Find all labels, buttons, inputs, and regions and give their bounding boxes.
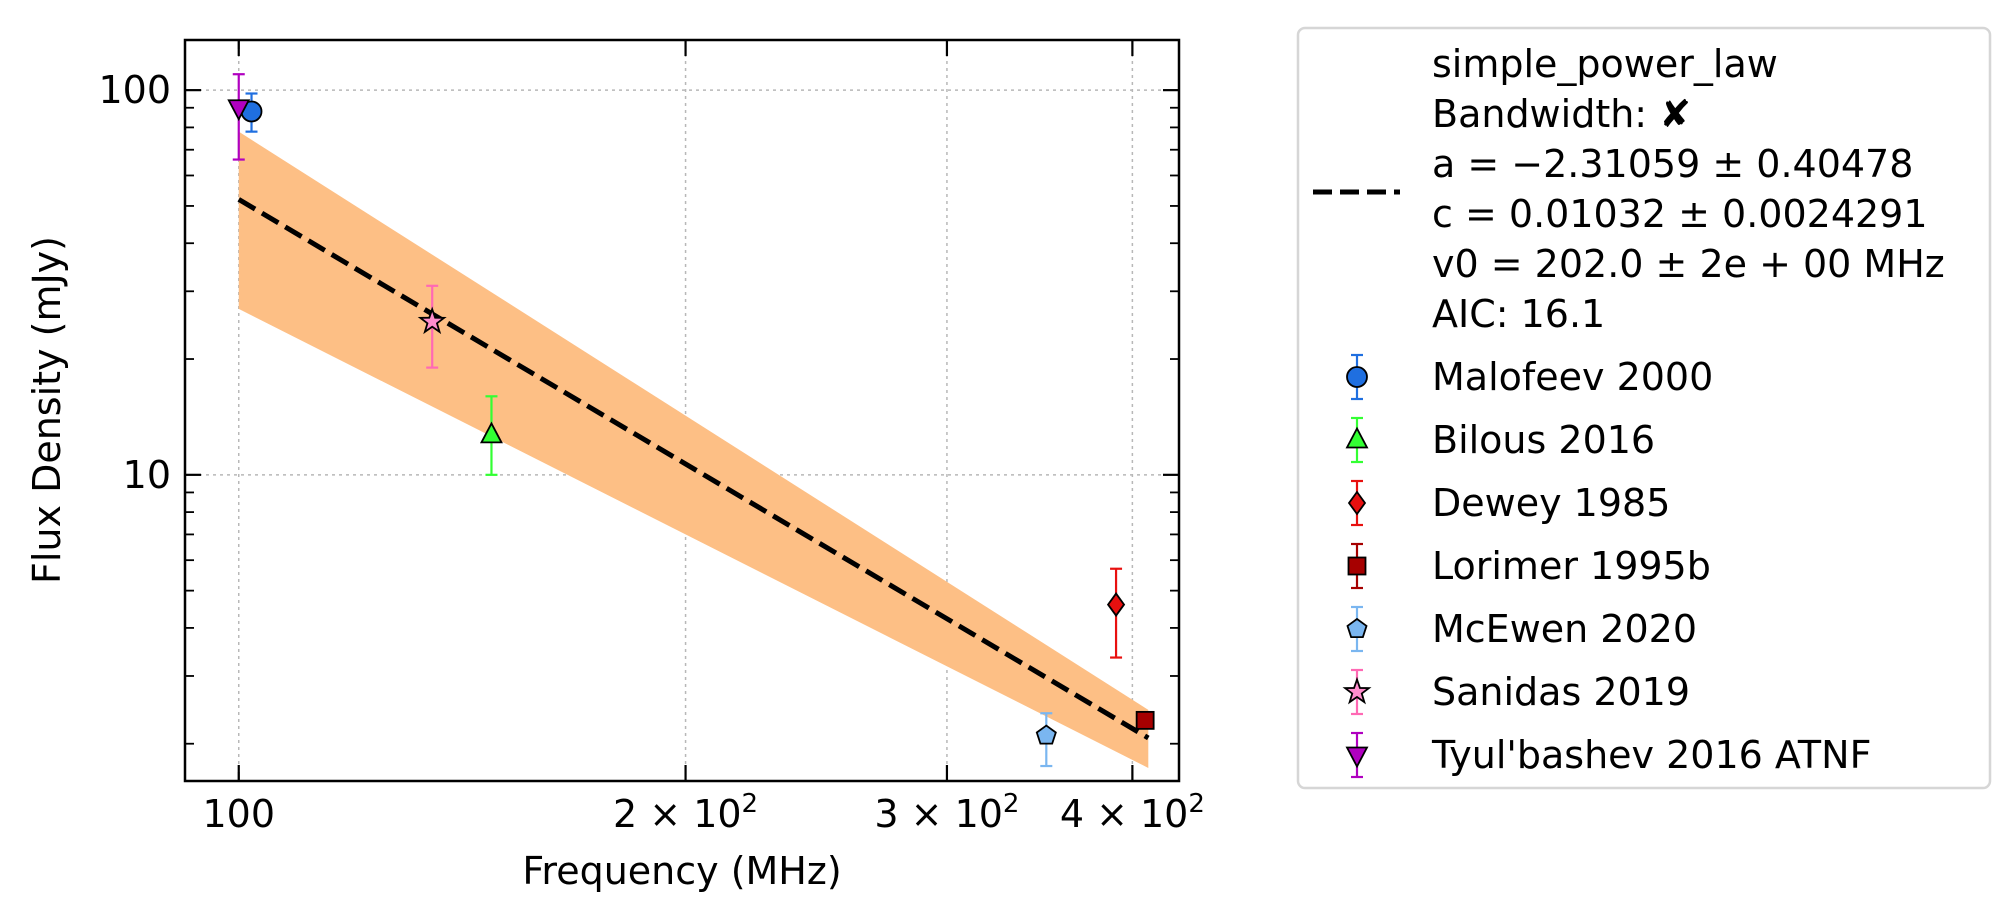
series-square xyxy=(1135,710,1155,730)
legend-fit-bandwidth: Bandwidth: ✘ xyxy=(1432,92,1691,136)
legend: simple_power_law Bandwidth: ✘ a = −2.310… xyxy=(1296,26,1992,790)
legend-marker xyxy=(1346,617,1368,638)
legend-frame xyxy=(1296,26,1992,790)
x-tick-label: 2 × 102 xyxy=(613,789,758,836)
fit-line-group xyxy=(237,197,1150,741)
legend-fit-param-v0: v0 = 202.0 ± 2e + 00 MHz xyxy=(1432,242,1945,286)
legend-fit-aic: AIC: 16.1 xyxy=(1432,292,1605,336)
plot-frame xyxy=(183,38,1181,783)
series-triangle-up xyxy=(479,395,503,476)
axis-ticks: 100 2 × 102 3 × 102 4 × 102 10 100 xyxy=(98,40,1205,836)
legend-label: McEwen 2020 xyxy=(1432,607,1697,651)
legend-marker xyxy=(1345,426,1369,449)
legend-entry: McEwen 2020 xyxy=(1346,605,1697,653)
legend-marker xyxy=(1342,676,1372,705)
legend-label: Malofeev 2000 xyxy=(1432,355,1713,399)
legend-marker xyxy=(1347,490,1367,516)
series-diamond xyxy=(1106,567,1126,659)
x-tick-label: 100 xyxy=(202,792,275,836)
legend-label: Bilous 2016 xyxy=(1432,418,1655,462)
legend-label: Sanidas 2019 xyxy=(1432,670,1690,714)
legend-label: Dewey 1985 xyxy=(1432,481,1670,525)
fit-line xyxy=(237,197,1150,741)
series-triangle-down xyxy=(227,73,251,161)
data-point-marker xyxy=(1106,592,1126,618)
y-axis-label: Flux Density (mJy) xyxy=(25,236,69,584)
legend-label: Tyul'bashev 2016 ATNF xyxy=(1431,733,1871,777)
data-point-marker xyxy=(1135,710,1155,730)
data-point-marker xyxy=(417,306,447,335)
legend-fit-param-c: c = 0.01032 ± 0.0024291 xyxy=(1432,192,1928,236)
y-tick-label: 100 xyxy=(98,68,171,112)
legend-marker xyxy=(1346,366,1368,388)
legend-entry: Sanidas 2019 xyxy=(1342,668,1690,716)
cross-icon: ✘ xyxy=(1659,92,1691,136)
data-point-marker xyxy=(479,421,503,444)
legend-entry: Bilous 2016 xyxy=(1345,416,1655,464)
legend-marker xyxy=(1347,556,1367,576)
series-star xyxy=(417,284,447,369)
legend-label: Lorimer 1995b xyxy=(1432,544,1711,588)
y-tick-label: 10 xyxy=(123,453,171,497)
x-axis-label: Frequency (MHz) xyxy=(522,849,841,893)
legend-fit-param-a: a = −2.31059 ± 0.40478 xyxy=(1432,142,1913,186)
data-points xyxy=(227,73,1155,768)
legend-entry: Lorimer 1995b xyxy=(1347,542,1711,590)
fit-uncertainty-band-group xyxy=(238,131,1149,768)
x-tick-label: 3 × 102 xyxy=(874,789,1019,836)
series-circle xyxy=(240,92,263,133)
data-point-marker xyxy=(1035,724,1057,745)
legend-entry: Malofeev 2000 xyxy=(1346,353,1713,401)
fit-uncertainty-band xyxy=(238,131,1149,768)
legend-marker xyxy=(1345,746,1369,769)
legend-entry: Dewey 1985 xyxy=(1347,479,1670,527)
legend-series-entries: Malofeev 2000 Bilous 2016 Dewey 1985 Lorime… xyxy=(1342,353,1871,779)
legend-entry: Tyul'bashev 2016 ATNF xyxy=(1345,731,1871,779)
series-pentagon xyxy=(1035,712,1057,768)
legend-fit-model: simple_power_law xyxy=(1432,42,1778,86)
data-point-marker xyxy=(227,99,251,122)
x-tick-label: 4 × 102 xyxy=(1060,789,1205,836)
